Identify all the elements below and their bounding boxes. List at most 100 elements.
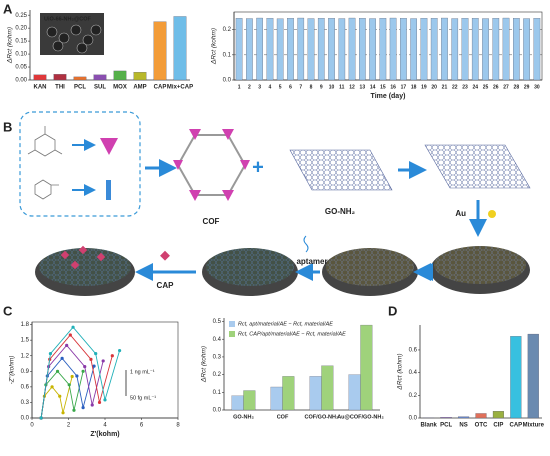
bar: [471, 18, 479, 81]
point: [65, 343, 69, 347]
y-axis-label: ΔRct (kohm): [201, 346, 208, 383]
x-tick-label: 22: [452, 84, 458, 90]
x-tick-label: 30: [534, 84, 540, 90]
x-tick-label: Blank: [421, 423, 438, 429]
x-tick-label: KAN: [34, 85, 47, 91]
x-axis-label: Time (day): [371, 93, 406, 100]
x-tick-label: 3: [258, 84, 261, 90]
x-tick-label: 4: [103, 423, 107, 429]
x-tick-label: 21: [442, 84, 448, 90]
bar: [133, 72, 147, 81]
particle: [76, 42, 88, 54]
bar: [502, 17, 510, 81]
y-tick-label: 0.6: [409, 348, 418, 354]
bar: [451, 18, 459, 81]
x-tick-label: Mixture: [523, 423, 545, 429]
y-tick-label: 1.8: [21, 322, 30, 328]
bar: [369, 18, 376, 81]
x-tick-label: AMP: [133, 85, 146, 91]
bar: [270, 386, 283, 411]
x-tick-label: 8: [310, 84, 313, 90]
bar: [440, 417, 452, 419]
bar: [513, 18, 520, 81]
y-tick-label: 0.15: [15, 39, 27, 45]
annotation: 50 fg mL⁻¹: [130, 395, 156, 401]
point: [90, 403, 94, 407]
x-tick-label: 7: [299, 84, 302, 90]
x-tick-label: 20: [431, 84, 437, 90]
x-tick-label: OTC: [475, 423, 488, 429]
svg-text:+: +: [252, 156, 264, 178]
y-tick-label: 0.9: [21, 369, 30, 375]
scheme-label: Au: [455, 209, 466, 218]
particle: [46, 26, 58, 38]
x-tick-label: 11: [339, 84, 345, 90]
x-tick-label: 4: [269, 84, 272, 90]
point: [97, 400, 102, 405]
x-tick-label: 24: [472, 84, 478, 90]
x-tick-label: 13: [360, 84, 366, 90]
y-tick-label: 0.6: [21, 384, 30, 390]
bar: [328, 18, 335, 81]
point: [61, 411, 65, 415]
bar: [420, 18, 428, 81]
y-tick-label: 0.25: [15, 13, 27, 19]
x-tick-label: THI: [55, 85, 65, 91]
scheme-label: CAP: [157, 281, 175, 290]
bar: [53, 74, 67, 81]
x-tick-label: Mix+CAP: [167, 85, 193, 91]
x-tick-label: 0: [30, 423, 34, 429]
x-tick-label: 2: [67, 423, 71, 429]
point: [70, 374, 74, 379]
x-tick-label: 16: [390, 84, 396, 90]
bar: [231, 395, 244, 411]
bar: [475, 413, 487, 419]
scheme-label: COF: [203, 217, 220, 226]
axes: [31, 322, 178, 419]
bar: [410, 18, 417, 81]
bar: [461, 18, 469, 81]
panel-label: C: [3, 303, 13, 318]
bar: [482, 18, 489, 81]
particle: [90, 24, 102, 36]
bar: [492, 18, 500, 81]
bar: [235, 18, 243, 81]
bar: [309, 376, 322, 411]
panel-label: A: [3, 1, 13, 16]
point: [71, 325, 75, 329]
y-tick-label: 0.00: [15, 78, 27, 84]
point: [94, 352, 98, 356]
x-tick-label: 6: [289, 84, 292, 90]
bar: [348, 374, 361, 411]
bar: [389, 17, 397, 81]
bar: [441, 17, 448, 81]
point: [48, 352, 53, 356]
bar: [276, 18, 284, 81]
point: [55, 369, 60, 373]
x-tick-label: SUL: [94, 85, 106, 91]
bar: [533, 18, 541, 81]
bar: [93, 74, 107, 81]
point: [118, 348, 122, 353]
y-tick-label: 1.2: [21, 353, 30, 359]
y-tick-label: 0.10: [15, 52, 27, 58]
point: [60, 356, 64, 360]
bar: [297, 17, 305, 81]
x-tick-label: MOX: [113, 85, 127, 91]
x-tick-label: COF/GO-NH₂: [305, 414, 339, 420]
x-tick-label: 18: [411, 84, 417, 90]
x-tick-label: 29: [524, 84, 530, 90]
panel-label: B: [3, 119, 12, 134]
annotation: 1 ng mL⁻¹: [130, 369, 155, 375]
bar: [266, 18, 274, 81]
x-tick-label: 5: [279, 84, 282, 90]
y-tick-label: 0.1: [223, 52, 232, 58]
x-tick-label: Au@COF/GO-NH₂: [337, 414, 384, 420]
x-tick-label: 27: [503, 84, 509, 90]
x-tick-label: 28: [514, 84, 520, 90]
y-tick-label: 1.5: [21, 338, 30, 344]
y-tick-label: 0.05: [15, 65, 27, 71]
x-tick-label: PCL: [440, 423, 452, 429]
